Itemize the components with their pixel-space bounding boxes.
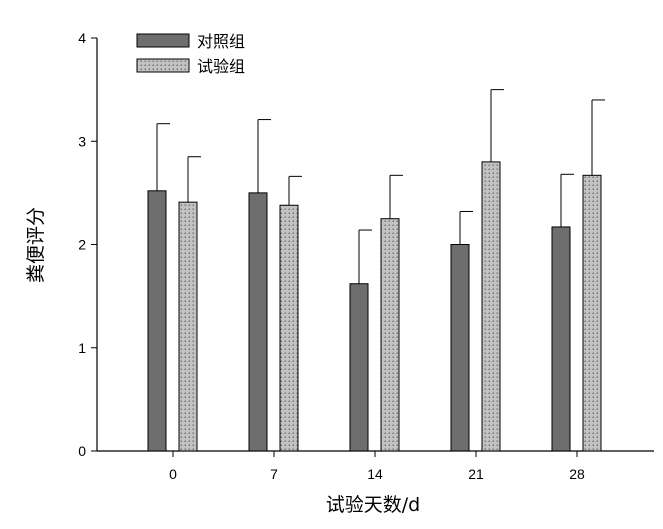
y-tick-label: 3 [78, 133, 86, 149]
legend-label-trial: 试验组 [197, 57, 245, 76]
bar-control [551, 226, 571, 452]
legend-swatch-control [136, 33, 190, 48]
bar-control [349, 283, 369, 452]
bar-control [450, 244, 470, 452]
x-axis-title: 试验天数/d [326, 494, 420, 516]
y-tick-label: 4 [78, 30, 86, 46]
bar-trial [178, 201, 198, 452]
bar-trial [481, 161, 501, 452]
legend-label-control: 对照组 [197, 32, 245, 51]
y-tick-label: 1 [78, 340, 86, 356]
bar-control [248, 192, 268, 452]
bar-trial [279, 204, 299, 452]
x-tick-label: 7 [270, 466, 278, 482]
bar-trial [380, 218, 400, 452]
bar-control [147, 190, 167, 452]
x-tick-label: 21 [468, 466, 484, 482]
y-tick-label: 2 [78, 237, 86, 253]
legend-swatch-trial [136, 58, 190, 73]
x-tick-label: 14 [367, 466, 383, 482]
legend: 对照组 试验组 [136, 32, 245, 76]
x-tick-label: 0 [169, 466, 177, 482]
y-axis-title: 粪便评分 [25, 207, 47, 283]
y-tick-label: 0 [78, 443, 86, 459]
bar-trial [582, 174, 602, 452]
x-tick-label: 28 [569, 466, 585, 482]
